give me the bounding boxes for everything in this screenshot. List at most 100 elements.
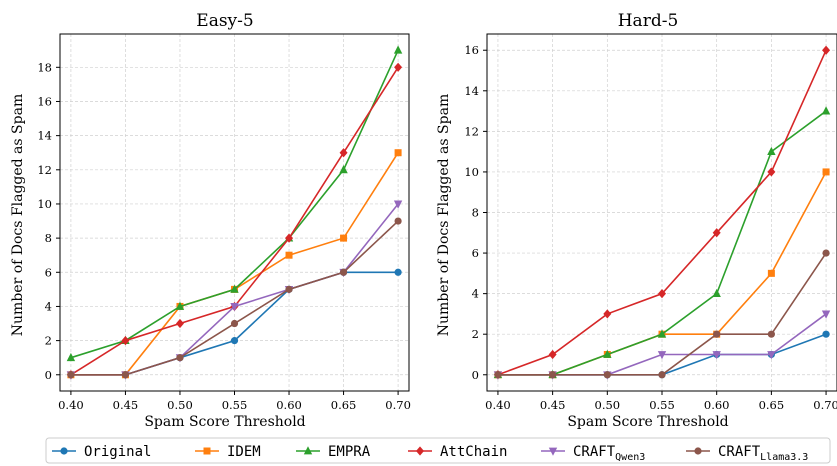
data-point xyxy=(603,371,611,379)
data-point xyxy=(285,233,294,243)
data-point xyxy=(66,352,76,362)
data-point xyxy=(67,371,75,379)
legend-item-original: Original xyxy=(52,444,151,460)
data-point xyxy=(712,228,721,238)
data-point xyxy=(121,371,130,379)
chart-title: Hard-5 xyxy=(618,11,679,31)
legend-label: AttChain xyxy=(440,444,507,460)
legend-marker xyxy=(416,446,424,456)
data-point xyxy=(767,269,775,277)
data-point xyxy=(548,349,557,360)
legend-marker xyxy=(203,447,211,455)
y-tick-label: 10 xyxy=(464,165,479,179)
data-point xyxy=(712,288,721,298)
data-point xyxy=(230,337,239,345)
x-tick-label: 0.60 xyxy=(276,398,302,412)
legend-marker xyxy=(694,447,702,455)
data-point xyxy=(822,330,830,338)
x-axis-label: Spam Score Threshold xyxy=(144,414,305,430)
x-tick-label: 0.65 xyxy=(759,398,785,412)
data-point xyxy=(658,371,666,379)
data-point xyxy=(230,303,239,312)
series-empra xyxy=(66,45,403,362)
y-tick-label: 12 xyxy=(464,124,479,138)
x-tick-label: 0.55 xyxy=(222,398,248,412)
data-point xyxy=(394,217,402,225)
x-tick-label: 0.50 xyxy=(167,398,193,412)
y-tick-label: 4 xyxy=(472,287,479,301)
data-point xyxy=(340,234,348,242)
x-tick-label: 0.45 xyxy=(540,398,566,412)
legend-label: Original xyxy=(84,444,151,460)
x-axis-label: Spam Score Threshold xyxy=(567,414,728,430)
y-tick-label: 10 xyxy=(37,197,52,211)
data-point xyxy=(767,330,775,338)
chart-title: Easy-5 xyxy=(196,11,253,31)
data-point xyxy=(393,200,403,209)
data-point xyxy=(712,351,721,360)
y-tick-label: 2 xyxy=(472,327,479,341)
legend-marker xyxy=(548,447,558,456)
data-point xyxy=(658,289,666,299)
series-empra xyxy=(493,106,831,379)
data-point xyxy=(121,336,130,346)
data-point xyxy=(393,45,403,54)
data-point xyxy=(767,167,776,177)
y-tick-label: 14 xyxy=(37,129,52,143)
x-tick-label: 0.45 xyxy=(113,398,139,412)
y-tick-label: 2 xyxy=(45,334,52,348)
y-tick-label: 14 xyxy=(464,84,479,98)
y-tick-label: 16 xyxy=(37,94,52,108)
data-point xyxy=(339,268,348,276)
legend-marker xyxy=(303,446,313,455)
data-point xyxy=(339,164,348,174)
data-point xyxy=(230,284,239,293)
chart-hard-5: Hard-5 Spam Score Threshold Number of Do… xyxy=(436,11,837,430)
data-point xyxy=(822,45,831,55)
data-point xyxy=(821,106,831,115)
data-point xyxy=(175,318,184,329)
data-point xyxy=(603,309,612,319)
legend-label: IDEM xyxy=(227,444,261,460)
legend-item-attchain: AttChain xyxy=(408,444,507,460)
y-tick-label: 6 xyxy=(45,265,52,279)
data-point xyxy=(713,330,721,338)
y-tick-label: 0 xyxy=(472,368,479,382)
data-point xyxy=(494,371,502,379)
y-tick-label: 8 xyxy=(45,231,52,245)
legend-label: EMPRA xyxy=(328,444,371,460)
data-point xyxy=(603,349,612,358)
data-point xyxy=(767,351,776,360)
data-point xyxy=(230,319,239,328)
data-point xyxy=(549,371,557,379)
data-point xyxy=(175,301,185,310)
x-tick-label: 0.40 xyxy=(58,398,84,412)
y-tick-label: 8 xyxy=(472,206,479,220)
data-point xyxy=(285,285,293,293)
data-point xyxy=(394,268,402,276)
x-tick-label: 0.50 xyxy=(595,398,621,412)
grid xyxy=(60,34,409,391)
y-tick-label: 18 xyxy=(37,60,52,74)
y-tick-label: 6 xyxy=(472,246,479,260)
legend-label-subscript: Qwen3 xyxy=(615,452,645,463)
data-point xyxy=(822,249,830,257)
y-tick-label: 0 xyxy=(45,368,52,382)
data-point xyxy=(394,62,403,72)
x-tick-label: 0.70 xyxy=(813,398,837,412)
data-point xyxy=(394,149,402,157)
y-tick-label: 16 xyxy=(464,43,479,57)
chart-easy-5: Easy-5 Spam Score Threshold Number of Do… xyxy=(10,11,411,430)
x-tick-label: 0.40 xyxy=(485,398,511,412)
y-tick-label: 4 xyxy=(45,299,52,313)
legend-item-empra: EMPRA xyxy=(296,444,371,460)
data-point xyxy=(822,168,830,176)
series-craft-llama3-3 xyxy=(67,217,402,379)
y-axis-label: Number of Docs Flagged as Spam xyxy=(10,94,26,336)
x-tick-label: 0.65 xyxy=(331,398,357,412)
data-point xyxy=(657,351,667,360)
legend-marker xyxy=(60,447,68,455)
x-tick-label: 0.70 xyxy=(385,398,411,412)
y-axis-label: Number of Docs Flagged as Spam xyxy=(436,94,452,336)
